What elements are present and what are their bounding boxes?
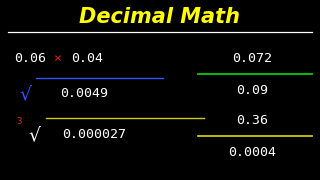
Text: 0.0004: 0.0004 [228, 145, 276, 159]
Text: √: √ [19, 84, 31, 103]
Text: √: √ [29, 125, 41, 144]
Text: 0.36: 0.36 [236, 114, 268, 127]
Text: 0.000027: 0.000027 [62, 128, 126, 141]
Text: 0.072: 0.072 [232, 52, 272, 65]
Text: 0.06: 0.06 [14, 52, 46, 65]
Text: ×: × [53, 52, 61, 65]
Text: 3: 3 [16, 117, 21, 126]
Text: 0.0049: 0.0049 [60, 87, 108, 100]
Text: 0.09: 0.09 [236, 84, 268, 96]
Text: 0.04: 0.04 [71, 52, 103, 65]
Text: Decimal Math: Decimal Math [79, 7, 241, 27]
